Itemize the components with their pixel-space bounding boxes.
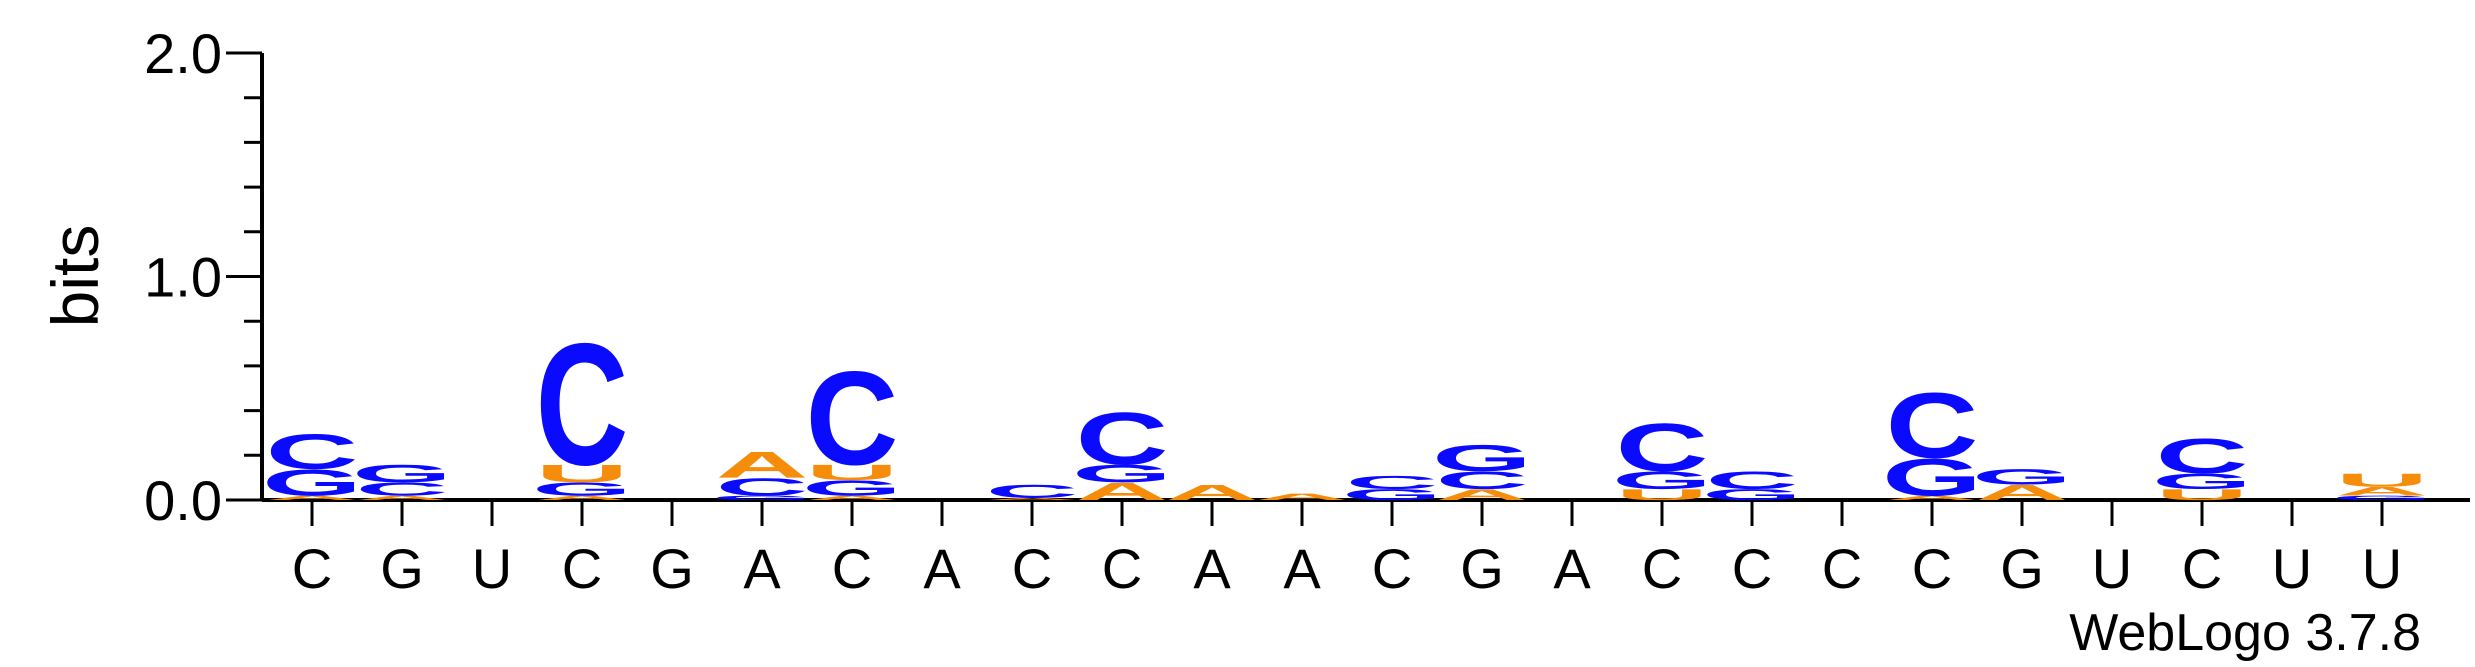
x-tick-label: A xyxy=(1193,537,1231,600)
x-tick-label: G xyxy=(650,537,694,600)
logo-letter: G xyxy=(2152,469,2252,493)
logo-letter: G xyxy=(1072,460,1172,488)
x-tick-label: C xyxy=(1372,537,1412,600)
x-tick-label: C xyxy=(1912,537,1952,600)
logo-letter: C xyxy=(1706,466,1799,494)
logo-letter: U xyxy=(2156,486,2249,503)
logo-letter: A xyxy=(2336,484,2429,498)
logo-letter: G xyxy=(532,479,632,500)
logo-letter: G xyxy=(1972,465,2072,489)
x-tick-label: C xyxy=(1732,537,1772,600)
x-tick-label: C xyxy=(1102,537,1142,600)
logo-letter: C xyxy=(1346,472,1439,493)
x-tick-label: A xyxy=(1553,537,1591,600)
logo-letter: G xyxy=(802,476,902,500)
logo-letter: G xyxy=(1882,448,1982,507)
logo-letter: A xyxy=(806,494,899,501)
logo-letter: C xyxy=(806,343,899,493)
logo-letter: A xyxy=(1436,486,1529,503)
logo-letter: G xyxy=(2332,494,2432,501)
logo-letter: A xyxy=(536,494,629,501)
x-tick-label: U xyxy=(2272,537,2312,600)
x-tick-label: C xyxy=(1642,537,1682,600)
x-tick-label: G xyxy=(380,537,424,600)
x-tick-label: G xyxy=(1460,537,1504,600)
logo-letter: A xyxy=(356,494,449,501)
y-tick-label: 1.0 xyxy=(144,246,222,309)
logo-letter: G xyxy=(1342,486,1442,503)
x-tick-label: U xyxy=(2092,537,2132,600)
weblogo-credit: WebLogo 3.7.8 xyxy=(2069,604,2421,662)
y-axis: 0.0 1.0 2.0 xyxy=(144,22,2470,532)
logo-letter: G xyxy=(1702,486,1802,503)
logo-letter: C xyxy=(356,479,449,500)
x-tick-label: G xyxy=(2000,537,2044,600)
logo-letter: U xyxy=(806,460,899,484)
logo-letter: G xyxy=(262,462,362,504)
x-tick-label: C xyxy=(292,537,332,600)
logo-letter: G xyxy=(352,460,452,488)
x-tick-label: C xyxy=(2182,537,2222,600)
logo-letter: C xyxy=(986,481,1079,502)
logo-letter: C xyxy=(1436,466,1529,494)
x-tick-label: C xyxy=(832,537,872,600)
x-tick-label: C xyxy=(562,537,602,600)
y-tick-label: 0.0 xyxy=(144,469,222,532)
x-tick-label: U xyxy=(472,537,512,600)
logo-letter: C xyxy=(2156,428,2249,484)
logo-letter: C xyxy=(1616,409,1709,485)
x-tick-label: C xyxy=(1012,537,1052,600)
logo-letter: A xyxy=(1886,494,1979,501)
logo-letter: C xyxy=(1886,373,1979,478)
y-axis-label: bits xyxy=(38,225,112,328)
logo-letter: G xyxy=(1612,466,1712,494)
x-tick-label: A xyxy=(923,537,961,600)
y-tick-label: 2.0 xyxy=(144,22,222,85)
logo-letter: A xyxy=(986,497,1079,500)
logo-letter: G xyxy=(712,494,812,501)
logo-letter: U xyxy=(2336,470,2429,491)
x-tick-label: A xyxy=(743,537,781,600)
logo-letter: U xyxy=(536,460,629,488)
x-tick-label: U xyxy=(2362,537,2402,600)
logo-letter: C xyxy=(536,308,629,501)
x-tick-label: A xyxy=(1283,537,1321,600)
logo-letter: C xyxy=(1076,398,1169,481)
logo-letter: A xyxy=(266,494,359,501)
logo-letter: A xyxy=(716,444,809,486)
logo-letter: C xyxy=(716,473,809,501)
logo-letter: G xyxy=(1432,437,1532,479)
logo-letter: U xyxy=(1616,486,1709,503)
logo-letter: A xyxy=(1256,492,1349,502)
logo-letter: C xyxy=(266,424,359,480)
x-tick-label: C xyxy=(1822,537,1862,600)
